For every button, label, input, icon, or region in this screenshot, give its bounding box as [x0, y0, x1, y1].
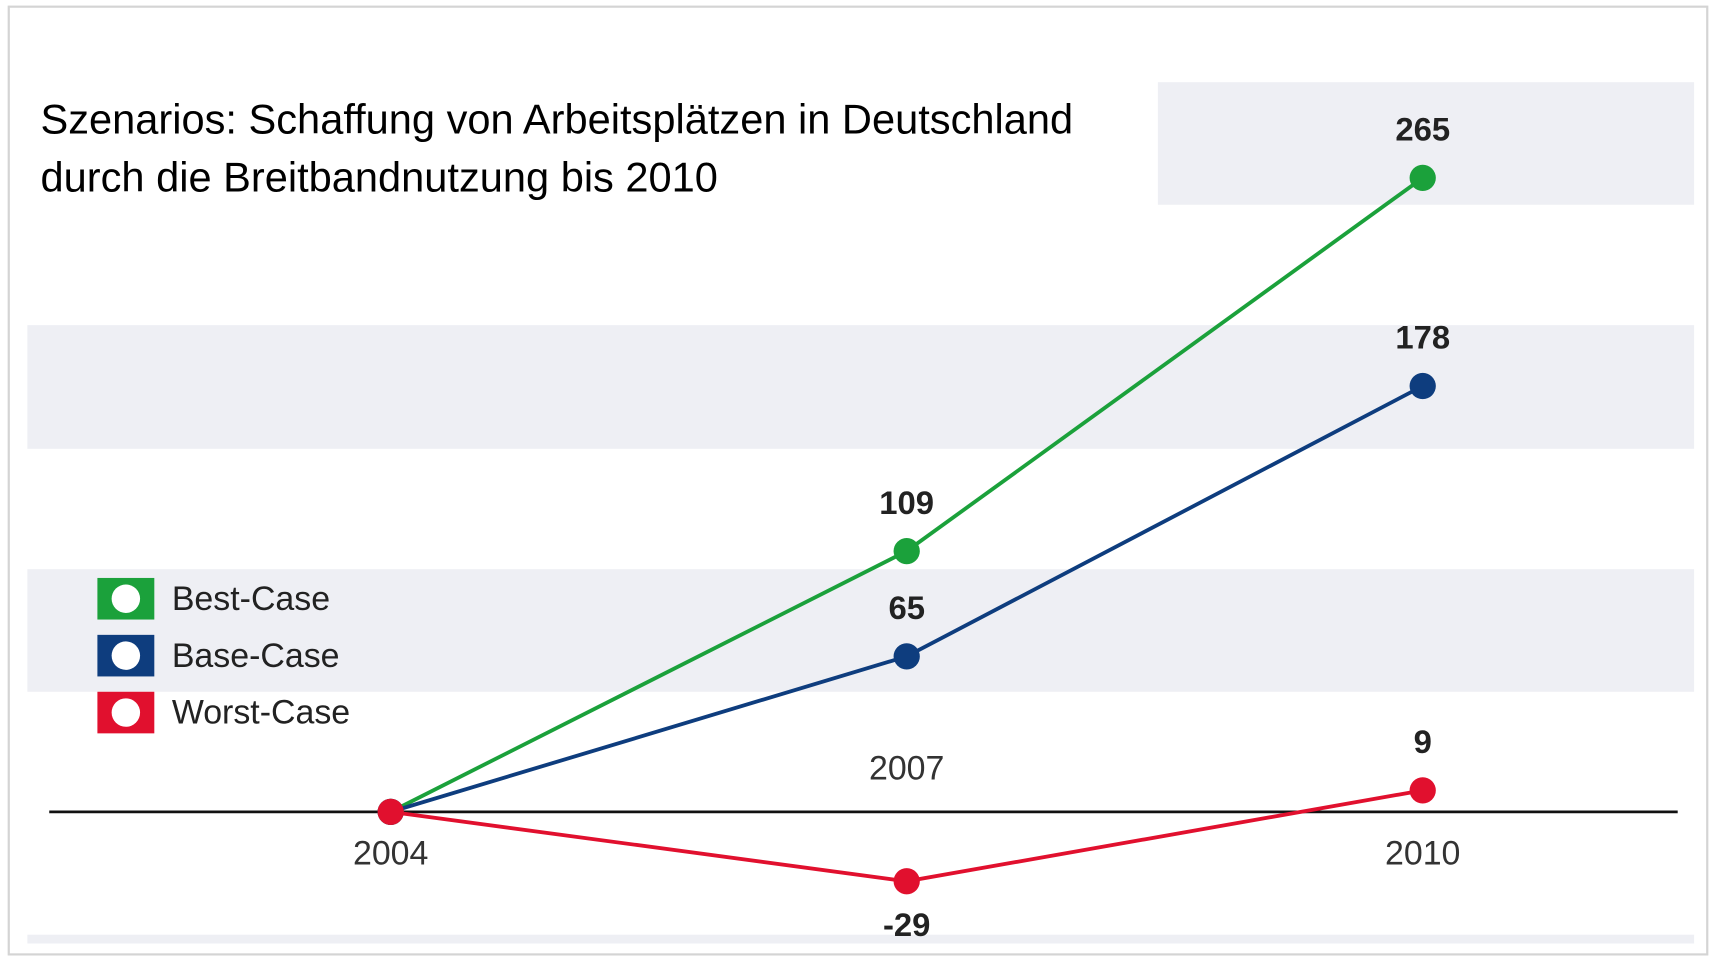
x-tick-label: 2007: [869, 749, 944, 787]
band: [27, 934, 1695, 944]
data-label: 265: [1395, 111, 1450, 148]
point: [893, 537, 920, 565]
data-label: -29: [883, 906, 930, 943]
legend-label: Worst-Case: [172, 694, 350, 732]
data-label: 65: [888, 589, 925, 626]
point: [1409, 372, 1436, 400]
data-label: 178: [1395, 319, 1450, 356]
title-box: Szenarios: Schaffung von Arbeitsplätzen …: [40, 97, 1074, 202]
x-tick-label: 2010: [1385, 835, 1460, 873]
x-tick-label: 2004: [353, 835, 428, 873]
data-label: 9: [1414, 723, 1432, 760]
point: [377, 798, 404, 826]
legend-label: Base-Case: [172, 637, 340, 675]
point: [893, 643, 920, 670]
legend-label: Best-Case: [172, 580, 330, 618]
data-label: 109: [879, 484, 934, 521]
legend-swatch-dot: [111, 584, 141, 613]
chart-title: Szenarios: Schaffung von Arbeitsplätzen …: [40, 97, 1074, 202]
point: [1409, 164, 1436, 192]
point: [893, 868, 920, 895]
legend-swatch-dot: [111, 698, 141, 727]
legend-swatch-dot: [111, 641, 141, 670]
point: [1409, 777, 1436, 804]
